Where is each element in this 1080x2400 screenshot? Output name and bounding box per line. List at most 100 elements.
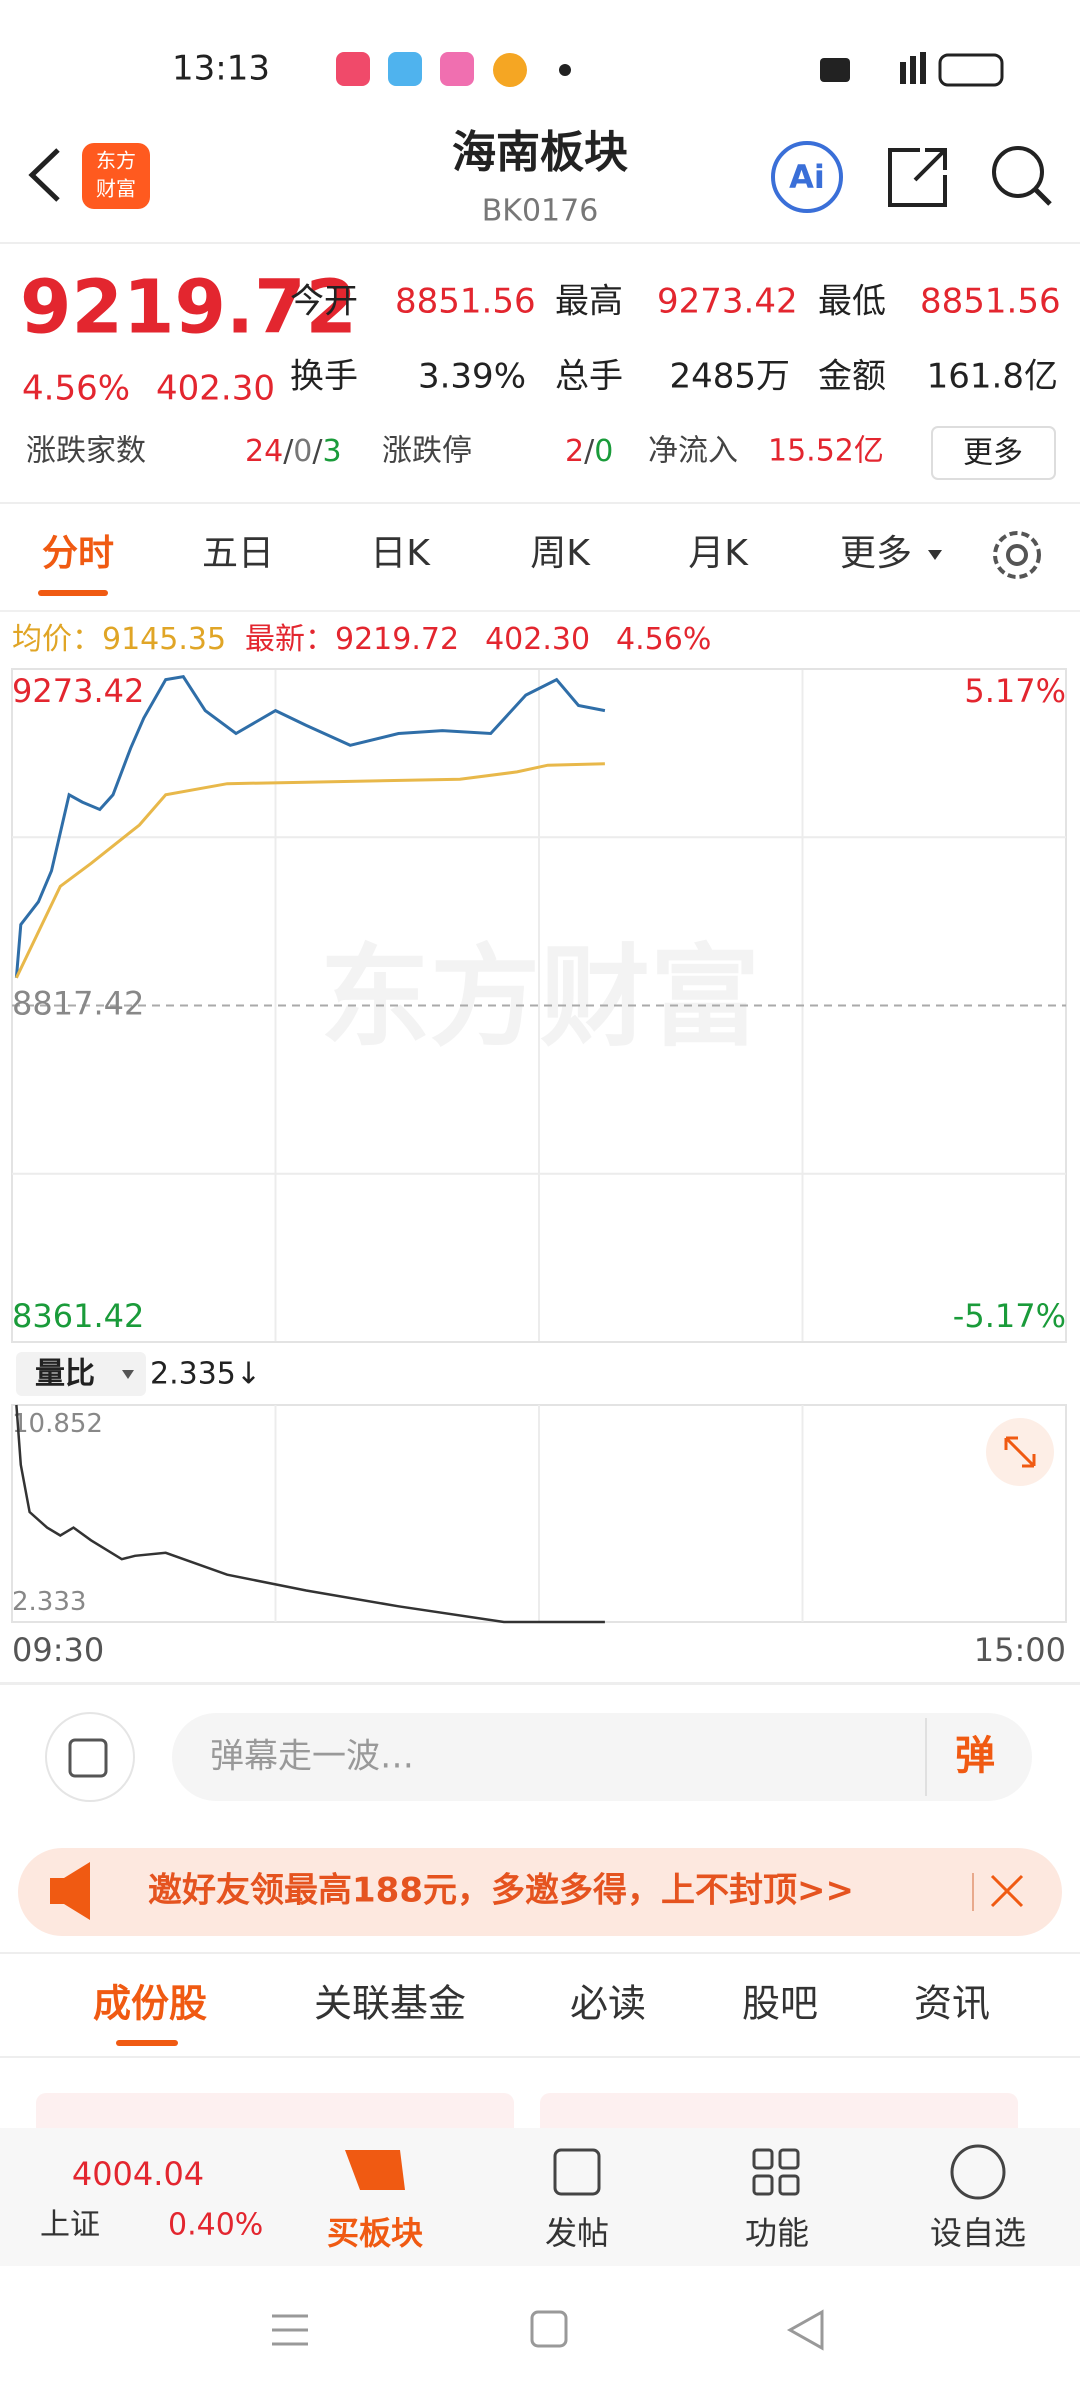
- series-line: [15, 1404, 605, 1624]
- separator: [925, 1718, 927, 1796]
- back-button[interactable]: [28, 148, 60, 202]
- latest-pct: 4.56%: [616, 622, 711, 657]
- nav-menu[interactable]: [272, 2314, 308, 2346]
- x-tick-label: 15:00: [974, 1631, 1066, 1669]
- y-tick-label: 10.852: [12, 1409, 103, 1439]
- nav-item[interactable]: 设自选: [930, 2214, 1026, 2252]
- limit-label: 涨跌停: [382, 434, 472, 469]
- status-icons: [336, 52, 1004, 87]
- tab[interactable]: 五日: [202, 533, 274, 574]
- page-title: 海南板块: [452, 127, 628, 178]
- avg-info: 均价：9145.35: [12, 622, 226, 657]
- tab[interactable]: 月K: [688, 533, 749, 574]
- section-tab[interactable]: 关联基金: [314, 1982, 466, 2026]
- y-tick-label: 2.333: [12, 1587, 86, 1617]
- y-tick-label: 9273.42: [12, 672, 144, 710]
- expand-icon: [1004, 1436, 1036, 1468]
- post-icon: [553, 2148, 601, 2196]
- dropdown-arrow: [122, 1370, 134, 1379]
- divider: [0, 2056, 1080, 2058]
- limit-values: 2/0: [565, 434, 613, 469]
- limit-up: 2: [565, 434, 584, 469]
- share-button[interactable]: [888, 148, 947, 207]
- divider: [0, 1682, 1080, 1685]
- index-name: 上证: [40, 2208, 100, 2243]
- y-tick-label: 8361.42: [12, 1297, 144, 1335]
- up-count: 24: [245, 434, 283, 469]
- chart-tabs: 分时 五日 日K 周K 月K 更多: [42, 533, 912, 574]
- divider: [0, 610, 1080, 612]
- stat-label: 总手: [555, 357, 623, 397]
- tab[interactable]: 更多: [840, 533, 912, 574]
- stat-label: 金额: [818, 357, 886, 397]
- danmaku-button[interactable]: 弹: [955, 1733, 995, 1779]
- down-count: 3: [323, 434, 342, 469]
- tab[interactable]: 分时: [42, 533, 114, 574]
- flat-count: 0: [293, 434, 312, 469]
- bottom-bar: [0, 2128, 1080, 2266]
- stat-value: 8851.56: [395, 282, 536, 322]
- change-pct: 4.56%: [22, 369, 130, 409]
- stat-label: 最低: [818, 282, 886, 322]
- charts: 8361.42 8817.42 9273.42 -5.17% 5.17% 2.333 10.…: [11, 668, 1067, 1669]
- indicator-select[interactable]: [16, 1352, 146, 1396]
- sep: /: [584, 434, 595, 469]
- status-time: 13:13: [172, 49, 270, 89]
- section-tab[interactable]: 股吧: [742, 1982, 818, 2026]
- nav-item[interactable]: 买板块: [327, 2214, 423, 2252]
- section-tab[interactable]: 资讯: [914, 1982, 990, 2026]
- more-button[interactable]: [931, 426, 1056, 480]
- index-pct: 0.40%: [168, 2208, 263, 2243]
- inflow-value: 15.52亿: [768, 434, 884, 469]
- close-banner[interactable]: [990, 1874, 1024, 1908]
- avg-label: 均价：: [12, 622, 102, 657]
- stat-label: 换手: [290, 357, 358, 397]
- banner-text: 邀好友领最高188元，多邀多得，上不封顶>>: [148, 1871, 854, 1911]
- stat-value: 9273.42: [657, 282, 798, 322]
- breadth-values: 24/0/3: [245, 434, 342, 469]
- latest-value: 9219.72: [335, 622, 459, 657]
- y-tick-label: 8817.42: [12, 985, 144, 1023]
- stat-label: 最高: [555, 282, 623, 322]
- more-label: 更多: [963, 436, 1023, 471]
- search-button[interactable]: [992, 146, 1052, 206]
- tab-underline: [116, 2040, 178, 2046]
- stat-value: 2485万: [669, 357, 790, 397]
- indicator-name: 量比: [35, 1357, 95, 1392]
- app-logo: [82, 143, 150, 209]
- separator: [972, 1873, 974, 1911]
- tab[interactable]: 周K: [530, 533, 591, 574]
- ai-button[interactable]: [771, 141, 843, 213]
- breadth-label: 涨跌家数: [26, 434, 146, 469]
- section-tab[interactable]: 必读: [570, 1982, 646, 2026]
- divider: [0, 1952, 1080, 1954]
- avg-value: 9145.35: [102, 622, 226, 657]
- dropdown-arrow: [928, 550, 942, 560]
- y2-tick-label: 5.17%: [964, 672, 1066, 710]
- section-tab[interactable]: 成份股: [93, 1982, 207, 2026]
- sep: /: [283, 434, 294, 469]
- tab[interactable]: 日K: [370, 533, 431, 574]
- nav-item[interactable]: 功能: [745, 2214, 809, 2252]
- x-tick-label: 09:30: [12, 1631, 104, 1669]
- y2-tick-label: -5.17%: [953, 1297, 1066, 1335]
- limit-down: 0: [594, 434, 613, 469]
- stat-label: 今开: [290, 282, 358, 322]
- comment-input[interactable]: [172, 1713, 1032, 1801]
- indicator-value: 2.335↓: [150, 1357, 261, 1392]
- promo-banner[interactable]: [18, 1848, 1062, 1936]
- stock-code: BK0176: [482, 194, 599, 229]
- nav-back[interactable]: [786, 2309, 824, 2351]
- settings-button[interactable]: [993, 531, 1041, 579]
- divider: [0, 502, 1080, 504]
- watchlist-icon: [950, 2144, 1006, 2200]
- last-price: 9219.72: [20, 265, 357, 351]
- comment-placeholder: 弹幕走一波…: [210, 1737, 414, 1777]
- latest-label: 最新：: [245, 622, 335, 657]
- danmaku-settings[interactable]: [45, 1712, 135, 1802]
- nav-item[interactable]: 发帖: [545, 2214, 609, 2252]
- index-value[interactable]: 4004.04: [72, 2155, 204, 2193]
- nav-home[interactable]: [530, 2310, 568, 2348]
